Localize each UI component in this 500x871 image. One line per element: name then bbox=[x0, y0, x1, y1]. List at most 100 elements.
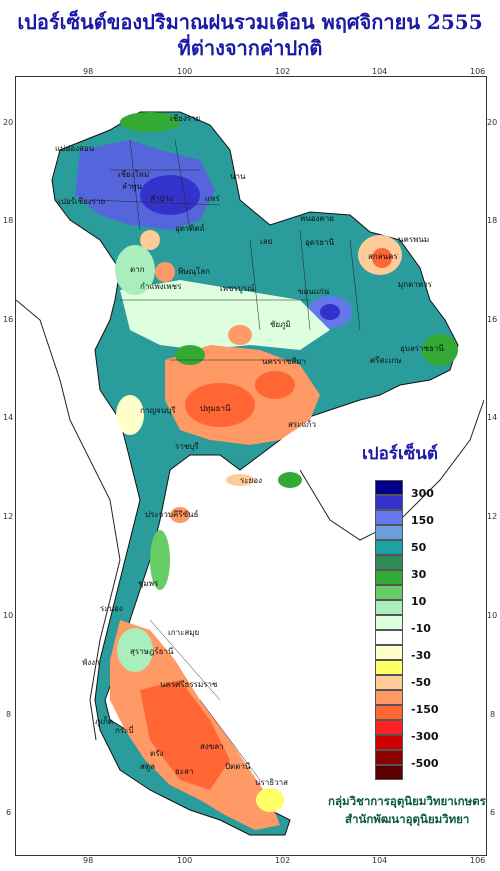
legend-swatch bbox=[375, 615, 403, 630]
place-label: ศรีสะเกษ bbox=[370, 356, 402, 365]
legend-swatch bbox=[375, 600, 403, 615]
place-label: กระบี่ bbox=[115, 726, 134, 735]
y-tick-left: 6 bbox=[6, 808, 12, 817]
legend-label: 150 bbox=[411, 514, 434, 527]
legend-label: -300 bbox=[411, 730, 439, 743]
legend-title: เปอร์เซ็นต์ bbox=[362, 444, 438, 464]
legend-swatch bbox=[375, 675, 403, 690]
place-label: ปทุมธานี bbox=[200, 404, 231, 413]
place-label: เกาะสมุย bbox=[168, 628, 200, 637]
y-tick-right: 20 bbox=[487, 118, 498, 127]
place-label: พังงา bbox=[82, 658, 100, 667]
place-label: อุบลราชธานี bbox=[400, 344, 444, 353]
place-label: พิษณุโลก bbox=[178, 267, 211, 276]
legend-swatch bbox=[375, 540, 403, 555]
x-tick-top: 106 bbox=[470, 67, 486, 76]
y-tick-left: 10 bbox=[3, 611, 14, 620]
y-tick-left: 20 bbox=[3, 118, 14, 127]
legend-label: -150 bbox=[411, 703, 439, 716]
legend-label: -30 bbox=[411, 649, 431, 662]
place-label: เชียงใหม่ bbox=[118, 170, 150, 179]
y-tick-right: 6 bbox=[490, 808, 496, 817]
y-tick-right: 10 bbox=[487, 611, 498, 620]
place-label: ขอนแก่น bbox=[298, 287, 330, 296]
legend-swatch bbox=[375, 555, 403, 570]
place-label: นราธิวาส bbox=[255, 778, 289, 787]
legend-swatch bbox=[375, 570, 403, 585]
map-title-line2: ที่ต่างจากค่าปกติ bbox=[177, 36, 323, 60]
place-label: นครราชสีมา bbox=[262, 357, 306, 366]
x-tick-bottom: 98 bbox=[83, 856, 94, 865]
legend-swatch bbox=[375, 585, 403, 600]
x-tick-bottom: 100 bbox=[177, 856, 193, 865]
place-label: เชียงราย bbox=[170, 114, 201, 123]
place-label: นครพนม bbox=[398, 235, 430, 244]
central-red-zone bbox=[185, 383, 255, 427]
legend-label: -500 bbox=[411, 757, 439, 770]
place-label: ลำปาง bbox=[150, 194, 173, 203]
green-zone-ubon bbox=[422, 334, 458, 366]
place-label: ปัตตานี bbox=[225, 762, 251, 771]
y-tick-left: 18 bbox=[3, 216, 14, 225]
credit-line1: กลุ่มวิชาการอุตุนิยมวิทยาเกษตร bbox=[328, 794, 486, 808]
legend-label: 50 bbox=[411, 541, 427, 554]
place-label: อุตรดิตถ์ bbox=[175, 224, 205, 233]
legend-label: 300 bbox=[411, 487, 434, 500]
legend-swatch bbox=[375, 660, 403, 675]
place-label: กำแพงเพชร bbox=[140, 282, 182, 291]
place-label: ตาก bbox=[130, 265, 145, 274]
legend-label: -10 bbox=[411, 622, 431, 635]
legend-swatch bbox=[375, 525, 403, 540]
place-label: อุดรธานี bbox=[305, 238, 335, 247]
legend-swatch bbox=[375, 765, 403, 780]
place-label: ตรัง bbox=[150, 749, 164, 758]
place-label: สระแก้ว bbox=[288, 420, 316, 429]
y-tick-right: 8 bbox=[490, 710, 496, 719]
place-label: สกลนคร bbox=[368, 252, 398, 261]
legend-swatch bbox=[375, 645, 403, 660]
place-label: ยะลา bbox=[175, 767, 194, 776]
legend-swatch bbox=[375, 510, 403, 525]
y-tick-right: 16 bbox=[487, 315, 498, 324]
credit-line2: สำนักพัฒนาอุตุนิยมวิทยา bbox=[345, 812, 470, 826]
place-label: เปอร์เชียงราย bbox=[58, 197, 106, 206]
place-label: เลย bbox=[260, 237, 273, 246]
legend-swatch bbox=[375, 480, 403, 495]
place-label: กาญจนบุรี bbox=[140, 406, 176, 415]
place-label: สุราษฎร์ธานี bbox=[130, 647, 174, 656]
x-tick-top: 102 bbox=[275, 67, 291, 76]
place-label: ภูเก็ต bbox=[95, 717, 114, 726]
map-layer bbox=[16, 111, 484, 836]
legend-label: 10 bbox=[411, 595, 427, 608]
legend-swatch bbox=[375, 630, 403, 645]
legend-swatch bbox=[375, 720, 403, 735]
place-label: เพชรบูรณ์ bbox=[220, 284, 255, 293]
map-title-line1: เปอร์เซ็นต์ของปริมาณฝนรวมเดือน พฤศจิกายน… bbox=[17, 10, 483, 34]
legend-label: -50 bbox=[411, 676, 431, 689]
legend-swatch bbox=[375, 495, 403, 510]
x-tick-top: 104 bbox=[372, 67, 388, 76]
place-label: ระยอง bbox=[240, 476, 262, 485]
x-tick-top: 98 bbox=[83, 67, 94, 76]
place-label: แม่ฮ่องสอน bbox=[55, 144, 95, 153]
place-label: ระนอง bbox=[100, 604, 123, 613]
central-light-zone bbox=[120, 280, 330, 350]
x-tick-bottom: 102 bbox=[275, 856, 291, 865]
y-tick-left: 16 bbox=[3, 315, 14, 324]
legend-swatch bbox=[375, 750, 403, 765]
x-tick-top: 100 bbox=[177, 67, 193, 76]
y-tick-left: 8 bbox=[6, 710, 12, 719]
place-label: สตูล bbox=[140, 762, 155, 771]
blue-core-north bbox=[140, 175, 200, 215]
y-tick-right: 14 bbox=[487, 413, 498, 422]
place-label: น่าน bbox=[230, 172, 246, 181]
green-zone-chiangrai bbox=[120, 112, 180, 132]
legend-swatch bbox=[375, 705, 403, 720]
place-label: ประจวบคีรีขันธ์ bbox=[145, 510, 199, 519]
legend-swatch bbox=[375, 690, 403, 705]
place-label: หนองคาย bbox=[300, 214, 334, 223]
place-label: ราชบุรี bbox=[175, 442, 199, 451]
y-tick-right: 12 bbox=[487, 512, 498, 521]
place-label: ชัยภูมิ bbox=[270, 320, 291, 329]
